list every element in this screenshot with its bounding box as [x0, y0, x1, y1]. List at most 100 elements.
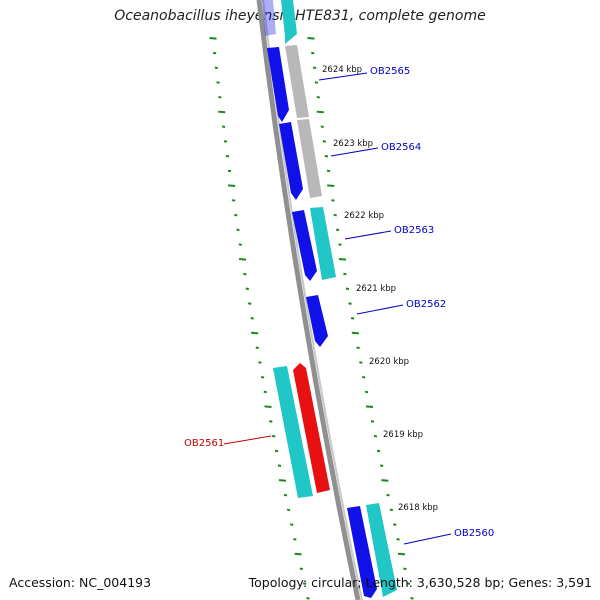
scale-tick: [389, 508, 394, 512]
scale-tick: [307, 37, 315, 40]
scale-label: 2621 kbp: [356, 284, 396, 294]
scale-tick: [356, 346, 360, 350]
scale-tick: [263, 390, 267, 394]
scale-label: 2624 kbp: [322, 65, 362, 75]
scale-tick: [376, 449, 381, 453]
scale-tick: [316, 110, 324, 114]
scale-tick: [209, 37, 217, 40]
scale-tick: [365, 405, 374, 409]
feature-reverse-ob2560[interactable]: [366, 503, 397, 597]
scale-tick: [212, 51, 217, 55]
scale-tick: [225, 154, 230, 158]
scale-tick: [333, 213, 337, 217]
scale-tick: [271, 434, 276, 438]
gene-leader-lines: [223, 72, 452, 545]
scale-tick: [311, 51, 315, 55]
scale-label: 2620 kbp: [369, 357, 409, 367]
gene-label-ob2565[interactable]: OB2565: [370, 66, 410, 77]
scale-tick: [373, 434, 378, 438]
scale-tick: [370, 420, 375, 423]
scale-tick: [312, 66, 317, 70]
scale-tick: [236, 228, 240, 232]
scale-tick: [286, 508, 291, 512]
scale-tick: [238, 258, 247, 261]
feature-ob2564[interactable]: [279, 122, 303, 200]
scale-tick: [327, 184, 335, 187]
scale-tick: [231, 199, 236, 202]
scale-tick: [406, 582, 411, 585]
scale-tick: [397, 552, 406, 556]
gene-label-ob2560[interactable]: OB2560: [454, 528, 494, 539]
scale-tick: [338, 243, 342, 246]
scale-tick: [396, 538, 400, 541]
scale-tick: [283, 493, 288, 497]
scale-tick: [277, 464, 282, 467]
accession-text: Accession: NC_004193: [9, 575, 152, 590]
scale-tick: [274, 449, 279, 453]
scale-tick: [381, 479, 389, 482]
gene-label-ob2561[interactable]: OB2561: [184, 438, 224, 449]
scale-tick: [234, 213, 238, 217]
scale-tick: [350, 317, 355, 320]
scale-tick: [403, 567, 407, 571]
feature-rna-2[interactable]: [297, 119, 322, 198]
scale-tick: [364, 390, 369, 394]
feature-ob2560[interactable]: [347, 506, 377, 598]
scale-tick: [221, 125, 226, 129]
scale-tick: [290, 523, 294, 526]
feature-ob2565[interactable]: [267, 47, 289, 122]
scale-tick: [314, 81, 319, 84]
feature-reverse-ob2561[interactable]: [273, 366, 313, 498]
scale-tick: [278, 479, 287, 482]
scale-tick: [227, 169, 232, 173]
scale-tick: [255, 346, 259, 350]
feature-reverse-ob2563[interactable]: [310, 207, 336, 280]
scale-label: 2622 kbp: [344, 211, 384, 221]
feature-rna-1[interactable]: [285, 45, 309, 118]
feature-ob2562[interactable]: [306, 295, 328, 347]
scale-tick: [258, 361, 262, 364]
scale-tick: [306, 597, 310, 600]
scale-tick: [361, 375, 366, 379]
genome-summary-text: Topology: circular; Length: 3,630,528 bp…: [248, 575, 592, 590]
scale-tick: [214, 66, 219, 70]
gene-features: [262, 0, 397, 598]
feature-ob2563[interactable]: [292, 210, 317, 281]
scale-tick: [294, 552, 302, 556]
scale-tick: [243, 272, 247, 276]
scale-tick: [386, 493, 390, 497]
scale-tick: [351, 331, 359, 335]
feature-reverse-top[interactable]: [281, 0, 297, 44]
scale-tick: [264, 405, 272, 409]
scale-tick: [299, 567, 304, 571]
scale-labels: 2624 kbp 2623 kbp 2622 kbp 2621 kbp 2620…: [322, 65, 438, 513]
scale-tick: [392, 523, 397, 526]
scale-tick: [248, 302, 252, 305]
scale-tick: [359, 361, 363, 364]
map-title: Oceanobacillus iheyensis HTE831, complet…: [114, 8, 486, 24]
gene-label-ob2563[interactable]: OB2563: [394, 225, 434, 236]
feature-forward-top[interactable]: [262, 0, 276, 36]
scale-label: 2618 kbp: [398, 503, 438, 513]
gene-label-ob2562[interactable]: OB2562: [406, 299, 446, 310]
scale-tick: [216, 81, 220, 84]
scale-tick: [223, 140, 228, 143]
scale-tick: [345, 287, 350, 291]
scale-tick: [324, 154, 329, 158]
scale-tick: [322, 140, 326, 143]
scale-tick: [293, 538, 297, 541]
scale-tick: [335, 228, 340, 232]
inner-scale-ticks: [209, 37, 310, 600]
scale-tick: [343, 272, 347, 276]
outer-scale-ticks: [307, 37, 414, 600]
scale-tick: [227, 184, 236, 187]
feature-ob2561[interactable]: [293, 363, 330, 493]
scale-tick: [348, 302, 352, 305]
scale-tick: [331, 199, 335, 202]
scale-tick: [269, 420, 273, 423]
scale-tick: [410, 597, 414, 600]
gene-label-ob2564[interactable]: OB2564: [381, 142, 421, 153]
scale-tick: [238, 243, 242, 246]
genome-backbone: [256, 0, 361, 600]
